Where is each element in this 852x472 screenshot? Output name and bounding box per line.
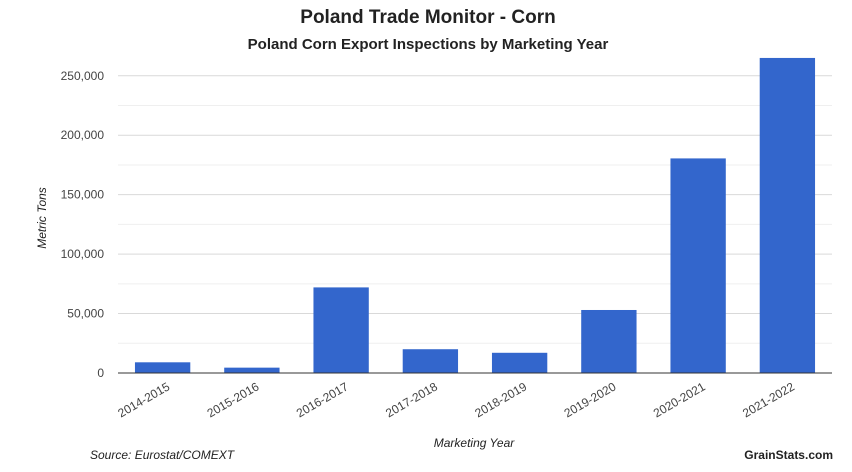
chart-title: Poland Trade Monitor - Corn [300, 7, 555, 28]
bar-2019-2020 [581, 309, 637, 373]
x-tick-label: 2014-2015 [115, 379, 172, 420]
y-tick-label: 250,000 [61, 69, 105, 83]
x-axis-label: Marketing Year [434, 436, 515, 450]
x-axis-ticks: 2014-2015 2015-2016 2016-2017 2017-2018 2018… [115, 379, 797, 420]
bar-2017-2018 [402, 349, 459, 373]
gridlines [118, 75, 832, 344]
bar-2021-2022 [759, 57, 816, 373]
x-tick-label: 2018-2019 [472, 379, 529, 420]
chart-subtitle: Poland Corn Export Inspections by Market… [248, 36, 609, 53]
x-tick-label: 2017-2018 [383, 379, 440, 420]
y-tick-label: 50,000 [67, 307, 104, 321]
y-tick-label: 100,000 [61, 247, 105, 261]
y-tick-label: 150,000 [61, 188, 105, 202]
bar-2016-2017 [313, 287, 369, 373]
x-tick-label: 2016-2017 [294, 379, 351, 420]
x-tick-label: 2021-2022 [740, 379, 797, 420]
bar-2020-2021 [670, 158, 726, 373]
x-tick-label: 2020-2021 [651, 379, 708, 420]
y-axis-label: Metric Tons [35, 187, 49, 249]
x-tick-label: 2015-2016 [205, 379, 262, 420]
bar-2014-2015 [134, 362, 191, 373]
y-tick-label: 200,000 [61, 128, 105, 142]
y-axis-ticks: 0 50,000 100,000 150,000 200,000 250,000 [61, 69, 105, 380]
bar-2018-2019 [491, 352, 548, 373]
bar-2015-2016 [224, 367, 280, 373]
site-credit: GrainStats.com [744, 448, 833, 462]
bars [134, 57, 816, 373]
y-tick-label: 0 [97, 366, 104, 380]
x-tick-label: 2019-2020 [562, 379, 619, 420]
source-note: Source: Eurostat/COMEXT [90, 448, 236, 462]
